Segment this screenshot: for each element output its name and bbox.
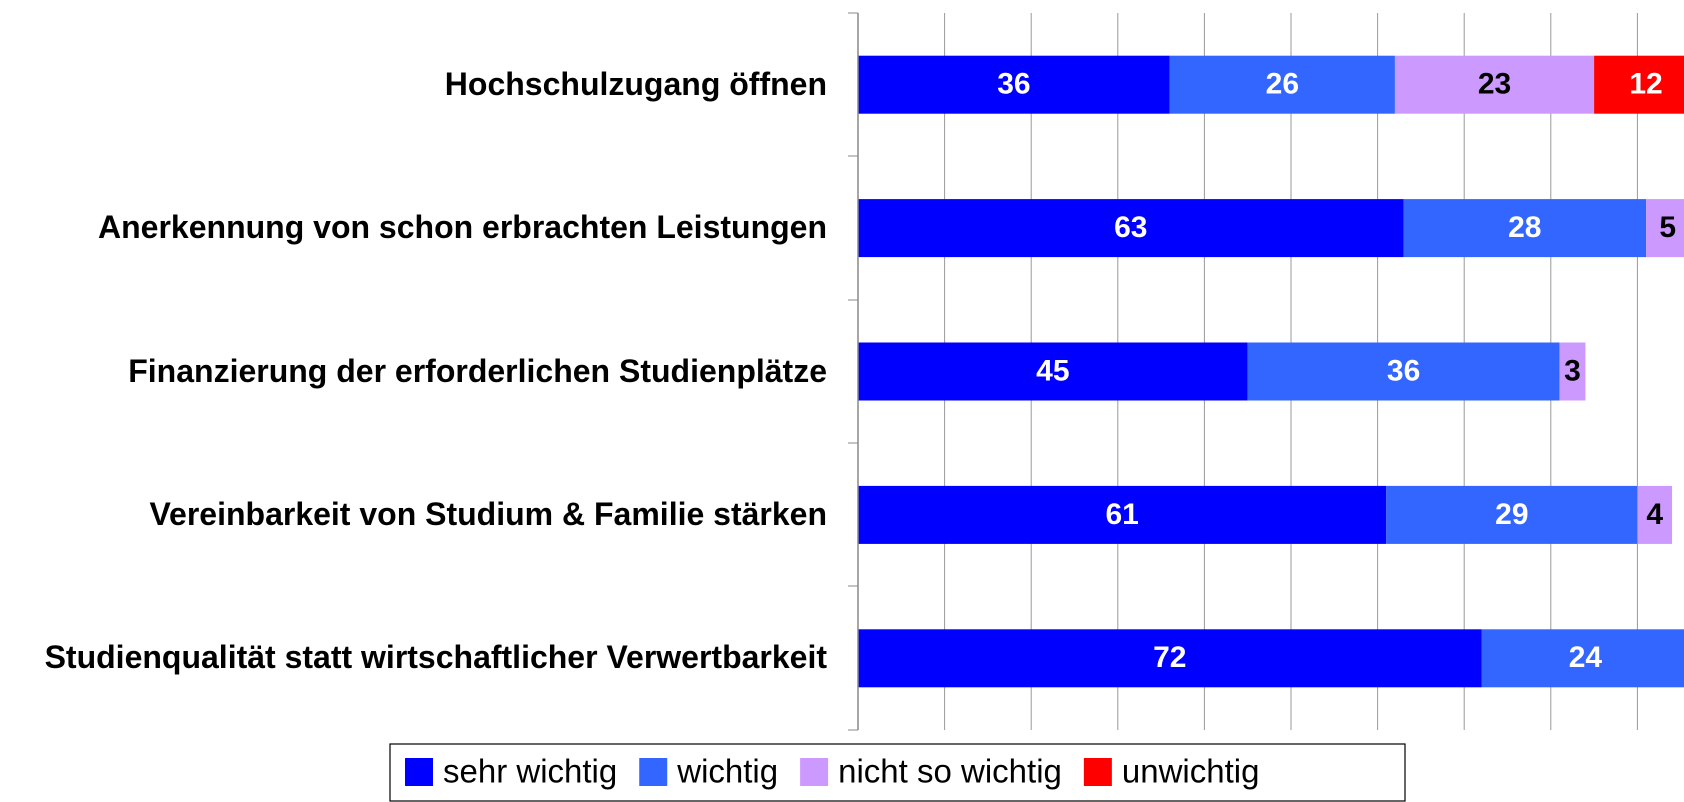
data-label: 28 <box>1508 211 1541 244</box>
legend-label: sehr wichtig <box>443 753 617 790</box>
bar-segment <box>1386 485 1638 544</box>
bar-segment <box>858 485 1387 544</box>
y-tick-label: Vereinbarkeit von Studium & Familie stär… <box>149 496 827 533</box>
data-label: 12 <box>1629 68 1662 101</box>
bar-segment <box>1169 55 1395 114</box>
category-label-box: Vereinbarkeit von Studium & Familie stär… <box>0 494 827 536</box>
data-label: 23 <box>1478 68 1511 101</box>
bar-segment <box>1637 485 1673 544</box>
bar-segment <box>858 342 1248 401</box>
legend-swatch <box>405 758 433 786</box>
y-tick-label: Hochschulzugang öffnen <box>444 65 827 102</box>
data-label: 45 <box>1036 354 1069 387</box>
bar-segment <box>1646 199 1684 258</box>
data-label: 4 <box>1646 498 1663 531</box>
category-label-box: Finanzierung der erforderlichen Studienp… <box>0 351 827 393</box>
legend-swatch <box>639 758 668 786</box>
category-label-box: Hochschulzugang öffnen <box>0 64 827 106</box>
bar-segment <box>858 629 1482 688</box>
legend-swatch <box>800 758 829 786</box>
bar-segment <box>858 55 1170 114</box>
legend-box <box>389 743 1406 802</box>
data-label: 36 <box>997 68 1030 101</box>
bar-segment <box>1394 55 1595 114</box>
bar-segment <box>1594 55 1684 114</box>
data-label: 29 <box>1495 498 1528 531</box>
bar-segment <box>1247 342 1560 401</box>
category-label-box: Anerkennung von schon erbrachten Leistun… <box>0 207 827 249</box>
legend-label: wichtig <box>676 753 778 790</box>
data-label: 63 <box>1114 211 1147 244</box>
data-label: 72 <box>1153 641 1186 674</box>
legend-label: nicht so wichtig <box>838 753 1062 790</box>
data-label: 26 <box>1266 68 1299 101</box>
data-label: 24 <box>1569 641 1603 674</box>
data-label: 61 <box>1105 498 1138 531</box>
y-tick-label: Studienqualität statt wirtschaftlicher V… <box>44 639 827 676</box>
data-label: 3 <box>1564 354 1581 387</box>
category-label-box: Studienqualität statt wirtschaftlicher V… <box>0 638 827 680</box>
data-label: 36 <box>1387 354 1420 387</box>
legend-label: unwichtig <box>1122 753 1260 790</box>
data-label: 5 <box>1659 211 1676 244</box>
bar-segment <box>858 199 1404 258</box>
y-tick-label: Finanzierung der erforderlichen Studienp… <box>128 352 827 389</box>
legend-swatch <box>1083 758 1112 786</box>
bar-segment <box>1403 199 1647 258</box>
bar-segment <box>1559 342 1586 401</box>
y-tick-label: Anerkennung von schon erbrachten Leistun… <box>98 209 827 246</box>
bar-segment <box>1481 629 1684 688</box>
